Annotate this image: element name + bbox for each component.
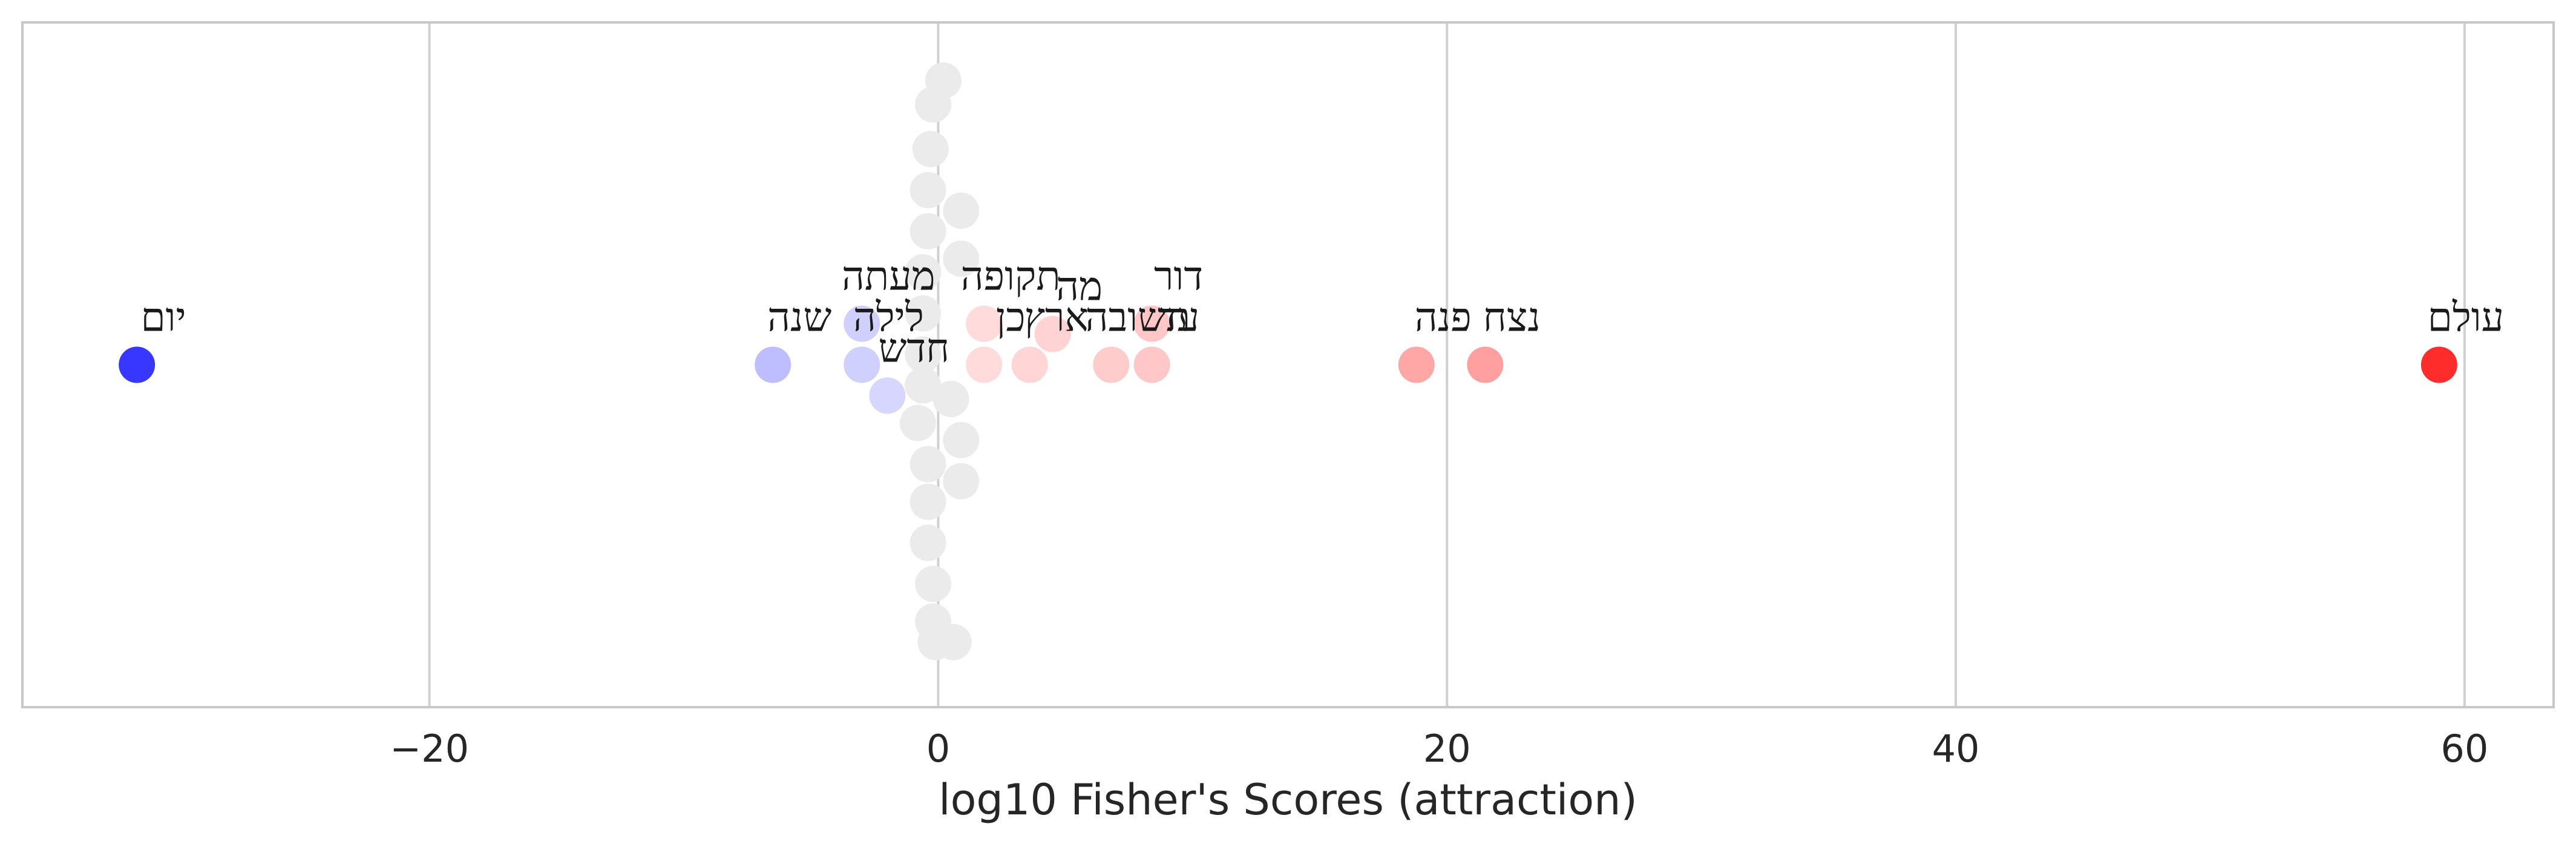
data-point xyxy=(966,346,1003,383)
point-label: דור xyxy=(1154,253,1203,300)
point-label: חדש xyxy=(879,325,950,371)
neutral-point xyxy=(905,254,942,291)
point-label: ארץ xyxy=(1024,294,1089,341)
neutral-points xyxy=(899,62,980,661)
x-tick-label: 0 xyxy=(926,727,950,771)
data-point xyxy=(1398,346,1435,383)
neutral-point xyxy=(905,295,942,332)
neutral-point xyxy=(915,566,952,602)
x-axis-tick-labels: −20 0 20 40 60 xyxy=(390,727,2488,771)
point-label: תקופה xyxy=(961,253,1061,300)
data-point xyxy=(966,305,1003,342)
x-tick-label: −20 xyxy=(390,727,469,771)
data-point xyxy=(2420,346,2457,383)
point-label: נצח xyxy=(1483,294,1541,341)
point-label: פנה xyxy=(1415,294,1472,341)
x-tick-label: 20 xyxy=(1423,727,1471,771)
neutral-point xyxy=(899,404,936,441)
data-point xyxy=(1093,346,1130,383)
x-tick-label: 60 xyxy=(2440,727,2488,771)
x-axis-title: log10 Fisher's Scores (attraction) xyxy=(939,775,1637,825)
neutral-point xyxy=(917,624,954,661)
point-label: כן xyxy=(996,294,1026,341)
data-point xyxy=(1133,346,1170,383)
neutral-point xyxy=(905,367,942,404)
point-label: לילה xyxy=(853,294,924,341)
neutral-point xyxy=(943,463,980,500)
point-label: תשובה xyxy=(1086,294,1191,341)
point-label: עולם xyxy=(2428,294,2504,341)
neutral-point xyxy=(905,336,942,373)
neutral-point xyxy=(943,240,980,277)
point-label: מעתה xyxy=(842,253,936,300)
x-tick-label: 40 xyxy=(1932,727,1980,771)
point-label: עד xyxy=(1158,294,1199,341)
data-point xyxy=(1011,346,1048,383)
point-label: שנה xyxy=(767,294,831,341)
neutral-point xyxy=(912,131,949,168)
grid-lines xyxy=(428,22,2466,707)
neutral-point xyxy=(915,86,952,123)
data-point xyxy=(869,377,906,414)
highlighted-points xyxy=(119,305,2457,414)
neutral-point xyxy=(943,193,980,229)
neutral-point xyxy=(909,524,946,561)
data-point xyxy=(844,346,880,383)
data-point xyxy=(1467,346,1504,383)
neutral-point xyxy=(909,213,946,249)
neutral-point xyxy=(932,381,969,418)
data-point xyxy=(755,346,791,383)
point-label: מה xyxy=(1056,263,1103,310)
neutral-point xyxy=(909,446,946,483)
data-point xyxy=(844,305,880,342)
point-label: יום xyxy=(140,294,186,341)
data-point xyxy=(1034,315,1071,352)
data-point xyxy=(1133,305,1170,342)
plot-frame xyxy=(21,21,2555,708)
neutral-point xyxy=(909,483,946,520)
neutral-point xyxy=(943,421,980,458)
data-point xyxy=(119,346,156,383)
neutral-point xyxy=(909,172,946,209)
